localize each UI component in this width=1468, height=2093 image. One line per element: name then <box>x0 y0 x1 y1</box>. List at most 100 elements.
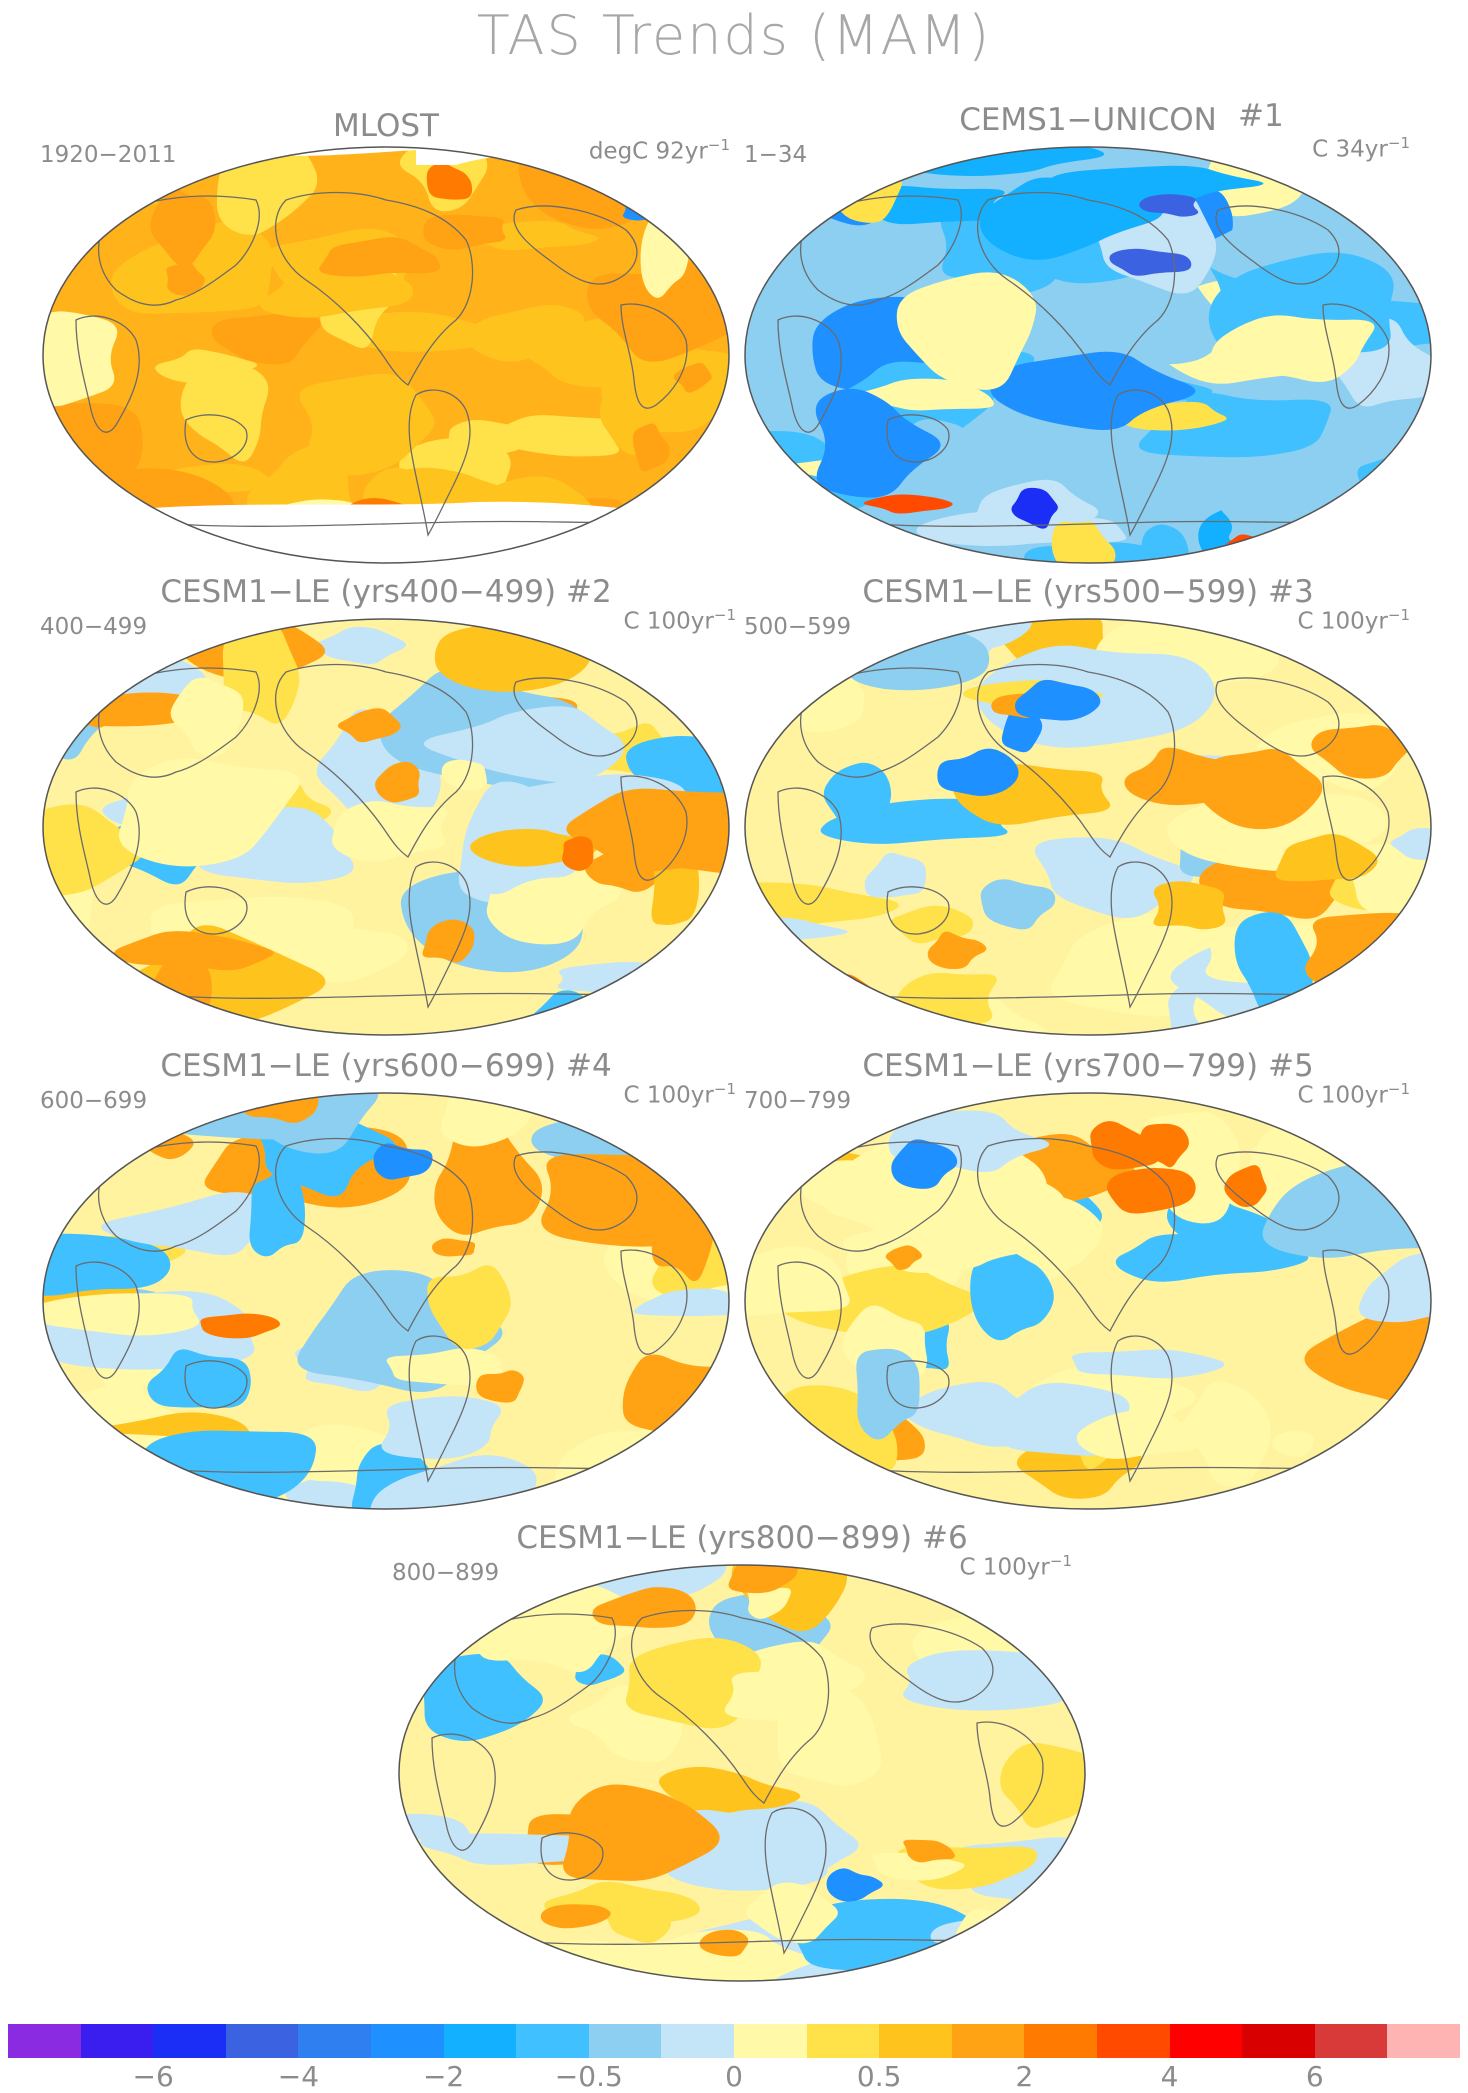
world-map <box>42 146 730 564</box>
map-outline <box>42 146 730 564</box>
coastline <box>1322 775 1390 881</box>
trend-contour <box>776 1265 982 1336</box>
trend-contour <box>386 1348 504 1385</box>
trend-extreme-contour <box>373 1143 433 1180</box>
trend-contour <box>1271 1430 1314 1458</box>
trend-extreme-contour <box>592 1587 696 1628</box>
coastline <box>886 1360 950 1409</box>
map-outline <box>744 1092 1432 1510</box>
trend-extreme-contour <box>885 1245 922 1271</box>
trend-contour <box>43 628 202 661</box>
trend-contour <box>422 1653 543 1742</box>
trend-extreme-contour <box>1139 1123 1189 1168</box>
colorbar-swatch <box>588 2024 662 2058</box>
trend-extreme-contour <box>476 1370 524 1403</box>
colorbar-tick-label: 4 <box>1160 2060 1179 2093</box>
trend-contour <box>441 759 487 791</box>
panel-period-label: 700−799 <box>744 1088 852 1114</box>
trend-contour <box>745 1246 850 1316</box>
coastline <box>184 414 248 463</box>
world-map <box>744 1092 1432 1510</box>
world-map <box>42 618 730 1036</box>
trend-extreme-contour <box>375 761 420 803</box>
trend-extreme-contour <box>1353 165 1415 193</box>
trend-contour <box>1315 1480 1389 1509</box>
trend-contour <box>319 237 441 277</box>
trend-contour <box>1072 1349 1225 1379</box>
trend-contour <box>422 919 475 963</box>
trend-contour <box>622 1354 729 1435</box>
trend-contour <box>381 1396 502 1459</box>
coastline <box>75 315 140 433</box>
trend-contour <box>370 1455 537 1509</box>
trend-contour <box>566 788 729 872</box>
coastline <box>75 1261 140 1379</box>
coastline <box>1322 303 1390 409</box>
trend-contour <box>979 177 1164 260</box>
colorbar-tick-label: −0.5 <box>554 2060 623 2093</box>
trend-contour <box>43 311 118 407</box>
map-outline <box>42 1092 730 1510</box>
trend-contour <box>1280 1125 1430 1157</box>
colorbar-swatch <box>516 2024 589 2058</box>
panel-title: CESM1−LE (yrs600−699) #4 <box>160 1048 612 1084</box>
coastline <box>777 787 842 905</box>
trend-extreme-contour <box>927 931 987 970</box>
trend-contour <box>842 1228 1028 1273</box>
trend-contour <box>1357 456 1417 518</box>
trend-contour <box>617 619 729 636</box>
coastline <box>184 1360 248 1409</box>
trend-extreme-contour <box>1139 194 1199 217</box>
coastline <box>1110 389 1173 537</box>
trend-extreme-contour <box>1090 1121 1161 1170</box>
coastline <box>513 677 638 757</box>
trend-contour <box>43 1293 200 1336</box>
map-panel-yrs600-699: CESM1−LE (yrs600−699) #4 600−699 C 100yr… <box>36 1046 736 1516</box>
trend-extreme-contour <box>863 494 953 514</box>
coastline <box>454 1613 616 1724</box>
trend-contour <box>746 1882 838 1944</box>
colorbar-swatch <box>806 2024 880 2058</box>
coastline <box>513 1151 638 1231</box>
temperature-trend-field <box>745 147 1431 563</box>
trend-extreme-contour <box>937 748 1019 796</box>
trend-contour <box>348 311 493 352</box>
map-outline <box>744 618 1432 1036</box>
panel-period-label: 1920−2011 <box>40 142 177 168</box>
colorbar-swatch <box>879 2024 952 2058</box>
coastline <box>408 861 471 1009</box>
trend-contour <box>851 378 994 411</box>
trend-extreme-contour <box>551 147 593 176</box>
colorbar-swatch <box>661 2024 734 2058</box>
coastline <box>620 1249 688 1355</box>
trend-contour <box>118 758 300 867</box>
trend-contour <box>434 1120 543 1235</box>
colorbar-swatch <box>1096 2024 1170 2058</box>
trend-contour <box>315 626 407 665</box>
trend-contour <box>745 1093 819 1144</box>
map-outline <box>744 146 1432 564</box>
coastline <box>75 787 140 905</box>
coastline <box>800 667 962 778</box>
trend-contour <box>990 351 1196 430</box>
trend-contour <box>903 1650 1074 1711</box>
trend-contour <box>1305 912 1431 991</box>
map-panel-yrs700-799: CESM1−LE (yrs700−799) #5 700−799 C 100yr… <box>738 1046 1438 1516</box>
coastline <box>620 775 688 881</box>
trend-contour <box>992 1192 1103 1270</box>
trend-contour <box>427 1265 511 1349</box>
trend-contour <box>1311 725 1409 779</box>
trend-contour <box>211 313 321 365</box>
trend-contour <box>605 1903 672 1943</box>
panel-unit-label: C 100yr−1 <box>959 1552 1072 1581</box>
trend-contour <box>43 804 144 896</box>
trend-contour <box>43 1233 171 1296</box>
coastline <box>886 414 950 463</box>
temperature-trend-field <box>745 1093 1431 1509</box>
coastline <box>764 1807 827 1955</box>
trend-contour <box>299 373 435 476</box>
trend-contour <box>79 1461 135 1509</box>
panel-title: CESM1−LE (yrs500−599) #3 <box>862 574 1314 610</box>
trend-extreme-contour <box>1109 248 1192 276</box>
trend-extreme-contour <box>632 423 670 472</box>
